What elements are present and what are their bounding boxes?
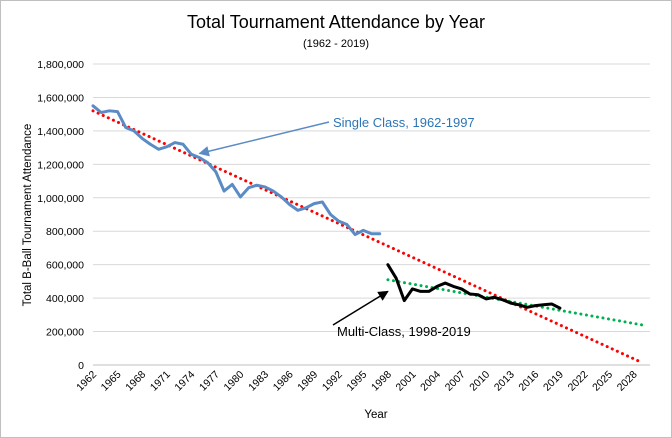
y-tick-label: 800,000 <box>46 226 84 238</box>
x-tick-label: 2022 <box>566 369 591 394</box>
x-tick-label: 2019 <box>541 369 566 394</box>
multi-class-annotation: Multi-Class, 1998-2019 <box>337 324 471 339</box>
x-tick-label: 2025 <box>590 369 615 394</box>
y-axis-tick-labels: 0 200,000 400,000 600,000 800,000 1,000,000 1,… <box>37 59 84 372</box>
x-tick-label: 1971 <box>148 369 173 394</box>
x-tick-label: 2001 <box>394 369 419 394</box>
x-tick-label: 1965 <box>99 369 124 394</box>
single-class-line <box>91 104 382 237</box>
y-axis-title: Total B-Ball Tournament Attendance <box>22 124 34 307</box>
multi-class-line <box>386 263 562 310</box>
x-tick-label: 1962 <box>74 369 99 394</box>
chart-subtitle: (1962 - 2019) <box>303 38 369 50</box>
y-tick-label: 1,000,000 <box>37 193 84 205</box>
x-tick-label: 2007 <box>443 369 468 394</box>
gridlines <box>93 63 650 333</box>
x-tick-label: 1968 <box>123 369 148 394</box>
x-axis-tick-labels: 1962 1965 1968 1971 1974 1977 1980 1983 1986 1989… <box>74 369 640 394</box>
single-class-annotation: Single Class, 1962-1997 <box>333 115 475 130</box>
y-tick-label: 400,000 <box>46 293 84 305</box>
x-tick-label: 1986 <box>271 369 296 394</box>
x-tick-label: 2028 <box>615 369 640 394</box>
x-tick-label: 1980 <box>222 369 247 394</box>
x-tick-label: 1974 <box>172 369 197 394</box>
x-tick-label: 2013 <box>492 369 517 394</box>
y-tick-label: 1,600,000 <box>37 92 84 104</box>
x-tick-label: 1977 <box>197 369 222 394</box>
y-tick-label: 1,200,000 <box>37 159 84 171</box>
y-tick-label: 1,800,000 <box>37 59 84 71</box>
x-tick-label: 1998 <box>369 369 394 394</box>
chart-title: Total Tournament Attendance by Year <box>187 12 485 32</box>
x-tick-label: 2004 <box>418 369 443 394</box>
single-class-annotation-arrow <box>198 121 330 157</box>
y-tick-label: 600,000 <box>46 260 84 272</box>
x-tick-label: 1983 <box>246 369 271 394</box>
multi-class-annotation-arrow <box>332 290 389 326</box>
y-tick-label: 1,400,000 <box>37 126 84 138</box>
x-axis-title: Year <box>364 409 387 421</box>
x-tick-label: 2010 <box>467 369 492 394</box>
x-tick-label: 1995 <box>344 369 369 394</box>
multi-class-trendline <box>386 278 644 327</box>
y-tick-label: 200,000 <box>46 327 84 339</box>
x-tick-label: 1989 <box>295 369 320 394</box>
y-tick-label: 0 <box>78 360 84 372</box>
x-tick-label: 2016 <box>516 369 541 394</box>
single-class-trendline <box>91 109 644 364</box>
x-tick-label: 1992 <box>320 369 345 394</box>
data-series <box>91 104 644 364</box>
